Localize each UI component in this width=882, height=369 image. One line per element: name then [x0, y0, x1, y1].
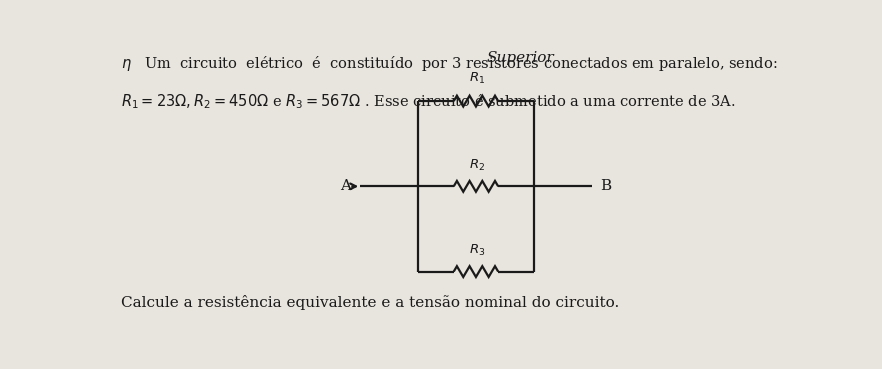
- Text: A: A: [340, 179, 352, 193]
- Text: $\eta$   Um  circuito  elétrico  é  constituído  por 3 resistores conectados em : $\eta$ Um circuito elétrico é constituíd…: [121, 54, 777, 73]
- Text: Superior: Superior: [487, 51, 554, 65]
- Text: $R_2$: $R_2$: [469, 158, 485, 173]
- Text: B: B: [601, 179, 611, 193]
- Text: $R_1 = 23\Omega, R_2 = 450\Omega$ e $R_3 = 567\Omega$ . Esse circuito é submetid: $R_1 = 23\Omega, R_2 = 450\Omega$ e $R_3…: [121, 93, 735, 111]
- Text: $R_1$: $R_1$: [469, 71, 485, 86]
- Text: $R_3$: $R_3$: [469, 243, 485, 258]
- Text: Calcule a resistência equivalente e a tensão nominal do circuito.: Calcule a resistência equivalente e a te…: [121, 295, 619, 310]
